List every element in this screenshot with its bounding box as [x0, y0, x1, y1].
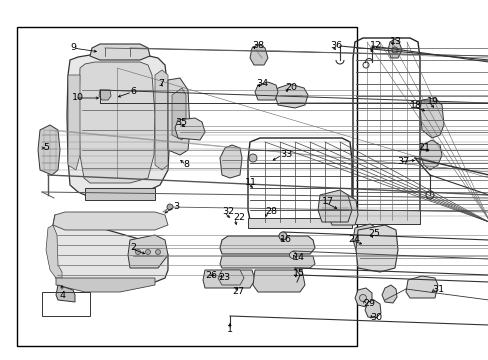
Circle shape	[145, 249, 150, 255]
Circle shape	[279, 232, 286, 240]
Polygon shape	[168, 78, 190, 155]
Polygon shape	[419, 140, 441, 170]
Polygon shape	[352, 224, 379, 250]
Polygon shape	[247, 218, 351, 228]
Polygon shape	[175, 118, 204, 140]
Text: 17: 17	[321, 198, 333, 207]
Polygon shape	[79, 62, 155, 183]
Polygon shape	[99, 90, 111, 100]
Polygon shape	[387, 39, 401, 58]
Text: 8: 8	[183, 161, 189, 170]
Circle shape	[248, 154, 257, 162]
Text: 22: 22	[232, 213, 244, 222]
Polygon shape	[172, 88, 185, 140]
Text: 33: 33	[280, 150, 292, 159]
Circle shape	[289, 252, 296, 258]
Polygon shape	[405, 276, 437, 298]
Polygon shape	[317, 190, 351, 222]
Circle shape	[155, 249, 160, 255]
Polygon shape	[254, 82, 278, 100]
Polygon shape	[220, 236, 314, 254]
Text: 18: 18	[409, 102, 421, 111]
Circle shape	[135, 249, 140, 255]
Text: 9: 9	[70, 44, 76, 53]
Polygon shape	[274, 84, 307, 108]
Polygon shape	[354, 288, 371, 307]
Polygon shape	[67, 55, 170, 195]
Polygon shape	[352, 210, 419, 224]
Polygon shape	[252, 270, 305, 292]
Polygon shape	[68, 75, 80, 170]
Text: 21: 21	[417, 144, 429, 153]
Text: 31: 31	[431, 285, 443, 294]
Text: 37: 37	[396, 157, 408, 166]
Text: 7: 7	[158, 80, 163, 89]
Bar	[17, 27, 356, 346]
Text: 27: 27	[231, 288, 244, 297]
Polygon shape	[381, 285, 396, 303]
Polygon shape	[327, 195, 357, 225]
Text: 6: 6	[130, 87, 136, 96]
Text: 19: 19	[426, 98, 438, 107]
Circle shape	[167, 204, 173, 210]
Text: 2: 2	[130, 243, 136, 252]
Text: 35: 35	[175, 118, 187, 127]
Polygon shape	[220, 256, 314, 268]
Polygon shape	[46, 225, 62, 278]
Polygon shape	[90, 44, 150, 60]
Polygon shape	[38, 125, 60, 175]
Text: 20: 20	[285, 84, 296, 93]
Text: 30: 30	[369, 314, 381, 323]
Polygon shape	[218, 270, 244, 285]
Text: 5: 5	[43, 144, 49, 153]
Polygon shape	[53, 215, 168, 282]
Circle shape	[359, 294, 366, 301]
Text: 26: 26	[204, 271, 217, 280]
Polygon shape	[355, 225, 397, 272]
Polygon shape	[53, 212, 168, 230]
Text: 16: 16	[280, 234, 291, 243]
Text: 15: 15	[292, 270, 305, 279]
Text: 23: 23	[218, 274, 230, 283]
Text: 24: 24	[347, 235, 359, 244]
Polygon shape	[56, 285, 75, 302]
Text: 14: 14	[292, 253, 305, 262]
Text: 4: 4	[60, 291, 66, 300]
Polygon shape	[203, 270, 254, 288]
Polygon shape	[220, 145, 242, 178]
Text: 25: 25	[367, 230, 379, 238]
Polygon shape	[128, 235, 168, 268]
Text: 34: 34	[256, 78, 267, 87]
Text: 32: 32	[222, 207, 234, 216]
Polygon shape	[364, 300, 380, 318]
Polygon shape	[249, 44, 267, 65]
Polygon shape	[85, 188, 155, 200]
Text: 3: 3	[173, 202, 179, 211]
Polygon shape	[56, 278, 155, 292]
Text: 11: 11	[244, 179, 257, 188]
Text: 12: 12	[369, 41, 381, 50]
Text: 36: 36	[329, 41, 342, 50]
Text: 28: 28	[264, 207, 276, 216]
Polygon shape	[155, 70, 168, 170]
Text: 29: 29	[362, 300, 374, 309]
Polygon shape	[419, 98, 443, 138]
Text: 38: 38	[251, 41, 264, 50]
Text: 1: 1	[226, 325, 232, 334]
Text: 10: 10	[72, 94, 84, 103]
Text: 13: 13	[389, 37, 401, 46]
